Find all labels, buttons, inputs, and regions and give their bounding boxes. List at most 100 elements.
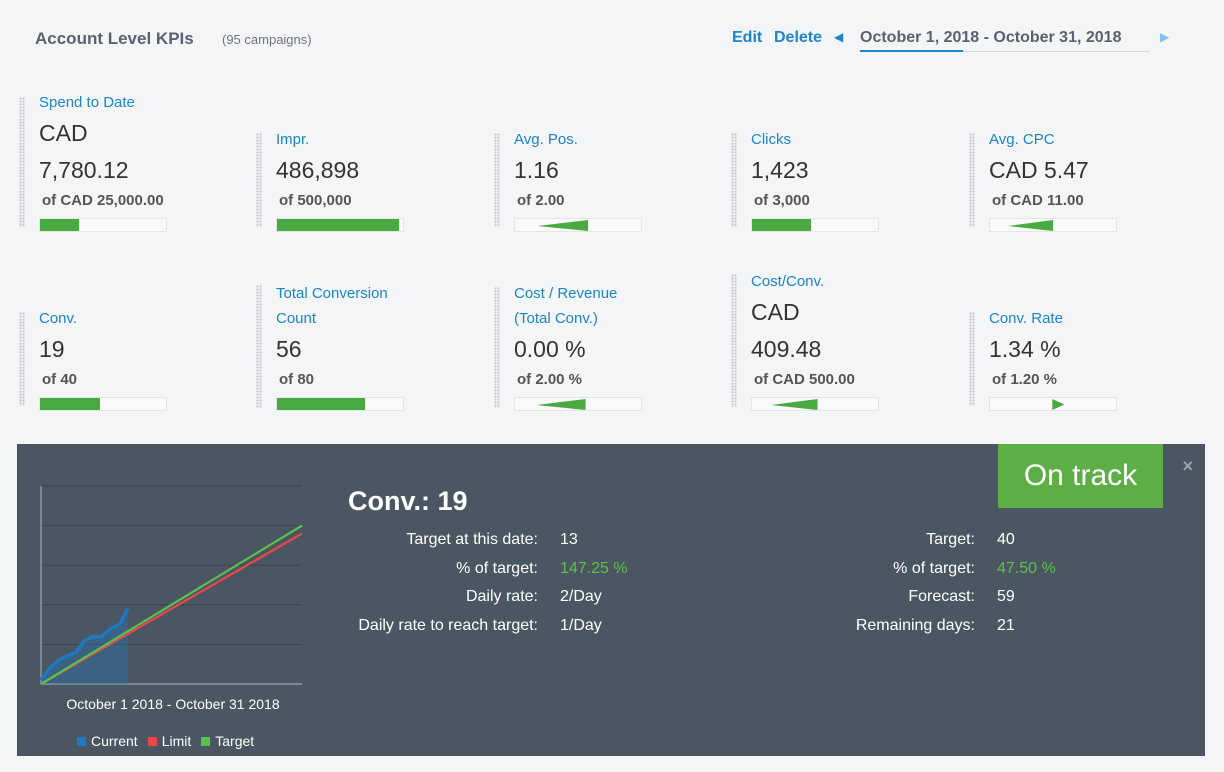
legend-swatch (147, 736, 157, 746)
kpi-value: 1.34 % (989, 336, 1061, 362)
drag-handle-icon[interactable] (19, 97, 25, 227)
kpi-target: of 80 (279, 371, 315, 388)
legend-item-current[interactable]: Current (77, 733, 138, 749)
date-range-underline (860, 50, 1150, 52)
panel-title: Conv.: 19 (348, 486, 468, 516)
progress-triangle-shape (1008, 220, 1053, 231)
progress-triangle (771, 399, 818, 410)
kpi-tile-conv-rate[interactable]: Conv. Rate 1.34 % of 1.20 % (969, 306, 1179, 411)
chart-legend: Current Limit Target (77, 733, 254, 749)
chart-x-label: October 1 2018 - October 31 2018 (66, 696, 280, 712)
kpi-tile-avg-cpc[interactable]: Avg. CPC CAD 5.47 of CAD 11.00 (969, 127, 1179, 232)
kpi-target: of 3,000 (754, 192, 810, 209)
kpi-tile-impressions[interactable]: Impr. 486,898 of 500,000 (256, 127, 466, 232)
progress-fill (277, 219, 400, 231)
kpi-value: 409.48 (751, 336, 822, 362)
progress-bar (276, 218, 404, 232)
stat-label: Target at this date: (406, 531, 538, 548)
kpi-label: Clicks (751, 131, 791, 148)
progress-triangle (1052, 399, 1065, 410)
legend-swatch (201, 736, 211, 746)
kpi-tile-cost-conv[interactable]: Cost/Conv. CAD 409.48 of CAD 500.00 (731, 269, 941, 411)
progress-bar (39, 218, 167, 232)
kpi-target: of CAD 25,000.00 (42, 192, 164, 209)
next-period-icon[interactable]: ▶ (1160, 30, 1170, 44)
drag-handle-icon[interactable] (969, 312, 975, 406)
progress-indicator (751, 397, 879, 411)
current-area (41, 608, 128, 684)
kpi-value: CAD 5.47 (989, 157, 1089, 183)
conversion-trend-chart (39, 485, 303, 685)
drag-handle-icon[interactable] (969, 133, 975, 227)
progress-triangle-shape (771, 399, 818, 410)
stat-label: Remaining days: (855, 616, 975, 634)
series-line-current (39, 607, 130, 682)
progress-bar (276, 397, 404, 411)
legend-label: Target (215, 733, 255, 749)
drag-handle-icon[interactable] (731, 274, 737, 407)
kpi-target: of 1.20 % (992, 371, 1058, 388)
progress-triangle (536, 399, 586, 410)
progress-indicator (514, 397, 642, 411)
stat-value: 13 (560, 531, 578, 548)
stat-label: % of target: (456, 559, 538, 577)
kpi-tile-spend[interactable]: Spend to Date CAD 7,780.12 of CAD 25,000… (19, 90, 229, 232)
kpi-label: Conv. (39, 310, 78, 327)
stat-value: 1/Day (560, 616, 602, 634)
kpi-tile-clicks[interactable]: Clicks 1,423 of 3,000 (731, 127, 941, 232)
progress-bar (751, 218, 879, 232)
drag-handle-icon[interactable] (256, 133, 262, 227)
previous-period-icon[interactable]: ◀ (834, 30, 844, 44)
delete-button[interactable]: Delete (774, 29, 823, 46)
kpi-tile-avg-pos[interactable]: Avg. Pos. 1.16 of 2.00 (494, 127, 704, 232)
progress-fill (277, 398, 366, 410)
stats-left-values: 13 147.25 % 2/Day 1/Day (560, 531, 680, 645)
kpi-value: 1.16 (514, 157, 559, 183)
kpi-label-line1: Total Conversion (276, 285, 388, 302)
progress-fill (752, 219, 812, 231)
progress-triangle-shape (537, 220, 589, 231)
kpi-value: 7,780.12 (39, 157, 129, 183)
kpi-detail-panel: On track × October 1 2018 - October 31 2… (17, 444, 1205, 756)
kpi-value: 0.00 % (514, 336, 586, 362)
kpi-label-line1: Cost / Revenue (514, 285, 618, 302)
kpi-target: of 2.00 % (517, 371, 583, 388)
edit-button[interactable]: Edit (732, 29, 763, 46)
kpi-target: of 2.00 (517, 192, 565, 209)
kpi-tile-total-conversion-count[interactable]: Total Conversion Count 56 of 80 (256, 281, 466, 411)
drag-handle-icon[interactable] (256, 285, 262, 408)
progress-indicator (514, 218, 642, 232)
series-line-limit (40, 532, 303, 685)
stat-label: % of target: (893, 559, 975, 577)
kpi-label: Cost/Conv. (751, 273, 825, 290)
stats-right-values: 40 47.50 % 59 21 (997, 531, 1117, 645)
drag-handle-icon[interactable] (494, 133, 500, 227)
kpi-value: 19 (39, 336, 65, 362)
progress-fill (40, 398, 100, 410)
kpi-value: 486,898 (276, 157, 360, 183)
kpi-value: 1,423 (751, 157, 809, 183)
legend-item-target[interactable]: Target (201, 733, 254, 749)
close-icon[interactable]: × (1182, 456, 1193, 476)
kpi-label: Avg. CPC (989, 131, 1055, 148)
stat-label: Daily rate: (465, 588, 538, 605)
kpi-tile-cost-revenue[interactable]: Cost / Revenue (Total Conv.) 0.00 % of 2… (494, 281, 704, 411)
stats-left-keys: Target at this date: % of target: Daily … (337, 531, 538, 645)
status-badge: On track (998, 444, 1163, 508)
legend-swatch (77, 736, 86, 746)
drag-handle-icon[interactable] (731, 133, 737, 227)
date-range-selector[interactable]: October 1, 2018 - October 31, 2018 (860, 29, 1122, 46)
kpi-target: of CAD 500.00 (754, 371, 855, 388)
kpi-value-currency: CAD (751, 299, 800, 325)
kpi-label: (Total Conv.) (514, 310, 598, 327)
stat-value: 2/Day (560, 588, 602, 605)
legend-item-limit[interactable]: Limit (147, 733, 191, 749)
drag-handle-icon[interactable] (494, 287, 500, 408)
stat-value: 59 (997, 588, 1015, 605)
kpi-tile-conv[interactable]: Conv. 19 of 40 (19, 306, 229, 411)
kpi-label: Avg. Pos. (514, 131, 578, 148)
stat-value: 40 (997, 531, 1015, 548)
drag-handle-icon[interactable] (19, 312, 25, 406)
kpi-value: 56 (276, 336, 302, 362)
progress-triangle (1008, 220, 1053, 231)
